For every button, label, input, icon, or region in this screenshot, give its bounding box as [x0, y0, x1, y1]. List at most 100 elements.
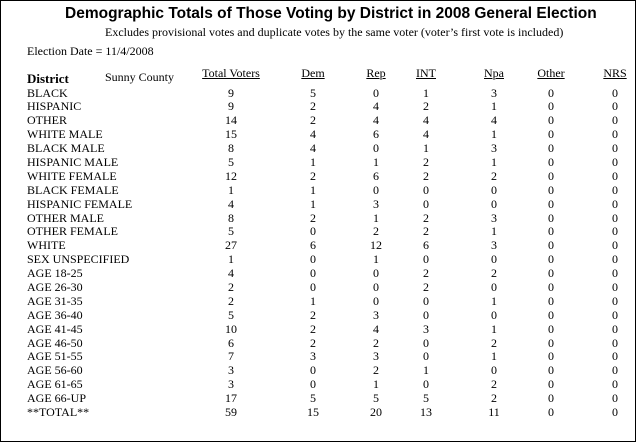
cell-npa: 11 — [488, 404, 500, 419]
cell-rep: 3 — [373, 196, 379, 211]
cell-npa: 1 — [491, 154, 497, 169]
cell-rep: 0 — [373, 266, 379, 281]
cell-dem: 2 — [310, 210, 316, 225]
cell-int: 2 — [423, 266, 429, 281]
cell-other: 0 — [548, 168, 554, 183]
table-row: BLACK MALE 8 4 0 1 3 0 0 — [1, 141, 635, 156]
table-row: AGE 56-60 3 0 2 1 0 0 0 — [1, 363, 635, 378]
cell-nrs: 0 — [612, 266, 618, 281]
cell-int: 0 — [423, 335, 429, 350]
cell-dem: 2 — [310, 168, 316, 183]
cell-int: 2 — [423, 168, 429, 183]
cell-npa: 1 — [491, 321, 497, 336]
cell-dem: 0 — [310, 252, 316, 267]
table-row: AGE 31-35 2 1 0 0 1 0 0 — [1, 293, 635, 309]
cell-nrs: 0 — [612, 335, 618, 350]
cell-int: 0 — [423, 307, 429, 322]
cell-npa: 3 — [491, 141, 497, 156]
column-header-other: Other — [537, 66, 565, 80]
column-header-rep: Rep — [366, 66, 386, 80]
cell-total-voters: 59 — [225, 404, 237, 419]
cell-rep: 2 — [373, 363, 379, 378]
cell-int: 0 — [423, 252, 429, 267]
cell-npa: 0 — [491, 182, 497, 197]
row-label: SEX UNSPECIFIED — [27, 252, 130, 267]
cell-dem: 1 — [310, 293, 316, 308]
table-row: HISPANIC 9 2 4 2 1 0 0 — [1, 99, 635, 114]
row-label: BLACK — [27, 85, 68, 100]
cell-total-voters: 12 — [225, 168, 237, 183]
cell-dem: 0 — [310, 224, 316, 239]
row-label: HISPANIC FEMALE — [27, 196, 133, 211]
cell-nrs: 0 — [612, 321, 618, 336]
cell-nrs: 0 — [612, 127, 618, 142]
report-title: Demographic Totals of Those Voting by Di… — [65, 5, 597, 22]
table-row: AGE 18-25 4 0 0 2 2 0 0 — [1, 266, 635, 281]
cell-nrs: 0 — [612, 293, 618, 308]
column-header-dem: Dem — [301, 66, 325, 80]
county-label: Sunny County — [105, 70, 175, 84]
cell-total-voters: 9 — [228, 85, 234, 100]
cell-int: 5 — [423, 391, 429, 406]
cell-other: 0 — [548, 85, 554, 100]
cell-other: 0 — [548, 404, 554, 419]
row-label: AGE 51-55 — [27, 349, 83, 364]
cell-int: 13 — [420, 404, 432, 419]
cell-int: 3 — [423, 321, 429, 336]
cell-dem: 4 — [310, 127, 316, 142]
cell-nrs: 0 — [612, 85, 618, 100]
cell-total-voters: 3 — [228, 377, 234, 392]
data-table: BLACK 9 5 0 1 3 0 0 HISPANIC 9 2 4 2 1 0 0 OTHER 14 2 4 4 4 0 0… — [1, 85, 635, 420]
cell-rep: 6 — [373, 168, 379, 183]
cell-int: 2 — [423, 210, 429, 225]
cell-dem: 0 — [310, 266, 316, 281]
cell-nrs: 0 — [612, 307, 618, 322]
cell-dem: 0 — [310, 279, 316, 294]
cell-nrs: 0 — [612, 363, 618, 378]
cell-nrs: 0 — [612, 113, 618, 128]
cell-other: 0 — [548, 335, 554, 350]
cell-other: 0 — [548, 252, 554, 267]
cell-total-voters: 1 — [228, 252, 234, 267]
cell-nrs: 0 — [612, 182, 618, 197]
cell-nrs: 0 — [612, 224, 618, 239]
cell-dem: 2 — [310, 307, 316, 322]
cell-int: 0 — [423, 293, 429, 308]
table-row: AGE 36-40 5 2 3 0 0 0 0 — [1, 307, 635, 323]
row-label: AGE 56-60 — [27, 363, 83, 378]
cell-dem: 1 — [310, 154, 316, 169]
cell-dem: 3 — [310, 349, 316, 364]
cell-rep: 0 — [373, 141, 379, 156]
cell-npa: 1 — [491, 224, 497, 239]
table-row: BLACK 9 5 0 1 3 0 0 — [1, 85, 635, 101]
cell-int: 0 — [423, 196, 429, 211]
cell-nrs: 0 — [612, 141, 618, 156]
cell-other: 0 — [548, 196, 554, 211]
cell-total-voters: 14 — [225, 113, 237, 128]
row-label: AGE 18-25 — [27, 266, 83, 281]
cell-total-voters: 5 — [228, 154, 234, 169]
row-label: AGE 66-UP — [27, 391, 86, 406]
cell-dem: 1 — [310, 182, 316, 197]
cell-other: 0 — [548, 224, 554, 239]
cell-total-voters: 5 — [228, 224, 234, 239]
cell-dem: 1 — [310, 196, 316, 211]
cell-dem: 5 — [310, 85, 316, 100]
row-label: WHITE FEMALE — [27, 168, 117, 183]
table-row: OTHER 14 2 4 4 4 0 0 — [1, 113, 635, 128]
cell-npa: 3 — [491, 210, 497, 225]
table-row: AGE 41-45 10 2 4 3 1 0 0 — [1, 321, 635, 337]
cell-rep: 1 — [373, 252, 379, 267]
cell-dem: 2 — [310, 113, 316, 128]
cell-nrs: 0 — [612, 238, 618, 253]
row-label: AGE 26-30 — [27, 279, 83, 294]
cell-rep: 0 — [373, 293, 379, 308]
row-label: WHITE MALE — [27, 127, 103, 142]
row-label: OTHER FEMALE — [27, 224, 118, 239]
table-row: HISPANIC FEMALE 4 1 3 0 0 0 0 — [1, 196, 635, 212]
cell-other: 0 — [548, 293, 554, 308]
cell-npa: 2 — [491, 168, 497, 183]
cell-int: 2 — [423, 99, 429, 114]
row-label: BLACK FEMALE — [27, 182, 119, 197]
cell-total-voters: 8 — [228, 141, 234, 156]
